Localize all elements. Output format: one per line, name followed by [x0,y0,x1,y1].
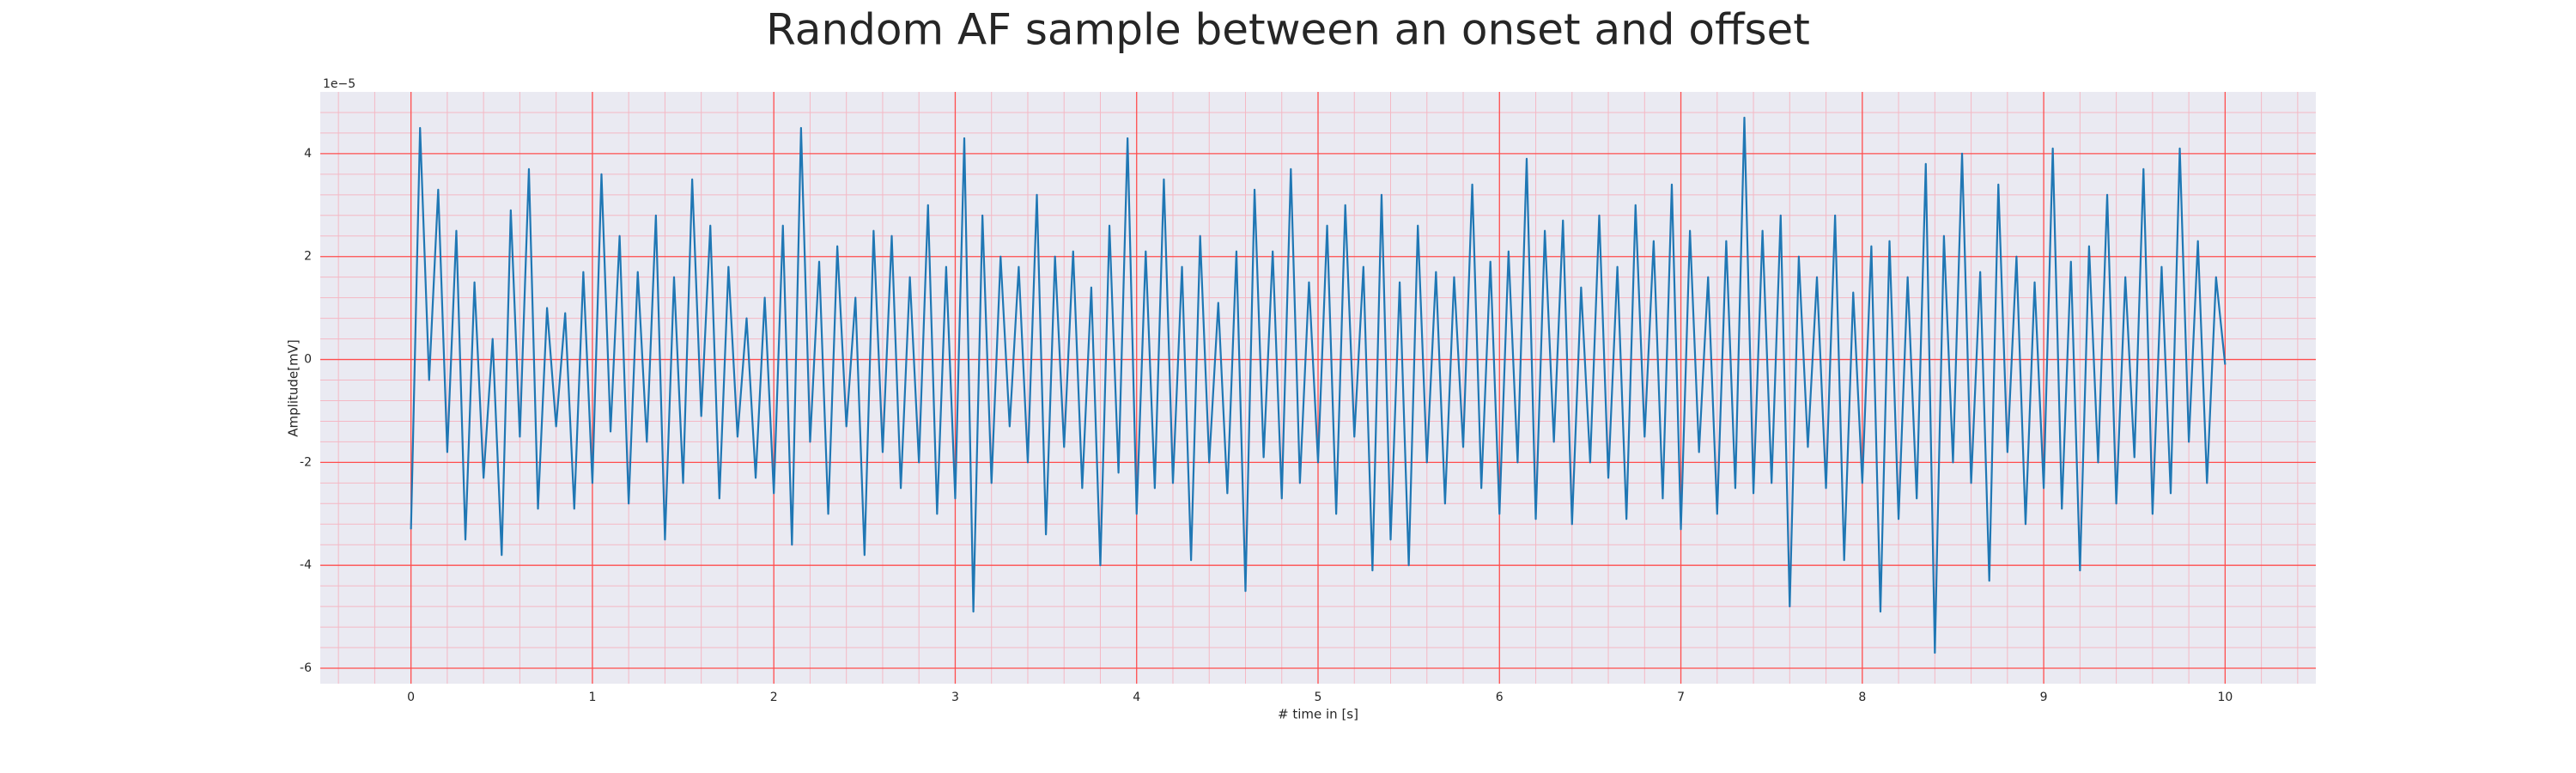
y-tick-label: 0 [304,353,312,367]
y-axis-label: Amplitude[mV] [286,339,301,436]
x-tick-label: 5 [1315,691,1322,704]
y-offset-label: 1e−5 [323,77,355,91]
x-tick-label: 4 [1133,691,1140,704]
y-tick-label: -6 [300,661,312,675]
x-tick-label: 10 [2217,691,2233,704]
data-line [410,116,2227,654]
y-tick-label: 4 [304,147,312,161]
y-tick-label: 2 [304,250,312,264]
x-axis-label: # time in [s] [1278,707,1358,722]
x-tick-label: 9 [2040,691,2048,704]
x-tick-label: 3 [951,691,959,704]
y-tick-label: -2 [300,455,312,469]
x-tick-label: 6 [1496,691,1504,704]
x-tick-label: 2 [770,691,778,704]
x-tick-label: 1 [588,691,596,704]
x-tick-label: 8 [1858,691,1866,704]
y-tick-label: -4 [300,558,312,572]
x-tick-label: 0 [407,691,415,704]
x-tick-label: 7 [1677,691,1685,704]
chart-title: Random AF sample between an onset and of… [766,5,1810,55]
